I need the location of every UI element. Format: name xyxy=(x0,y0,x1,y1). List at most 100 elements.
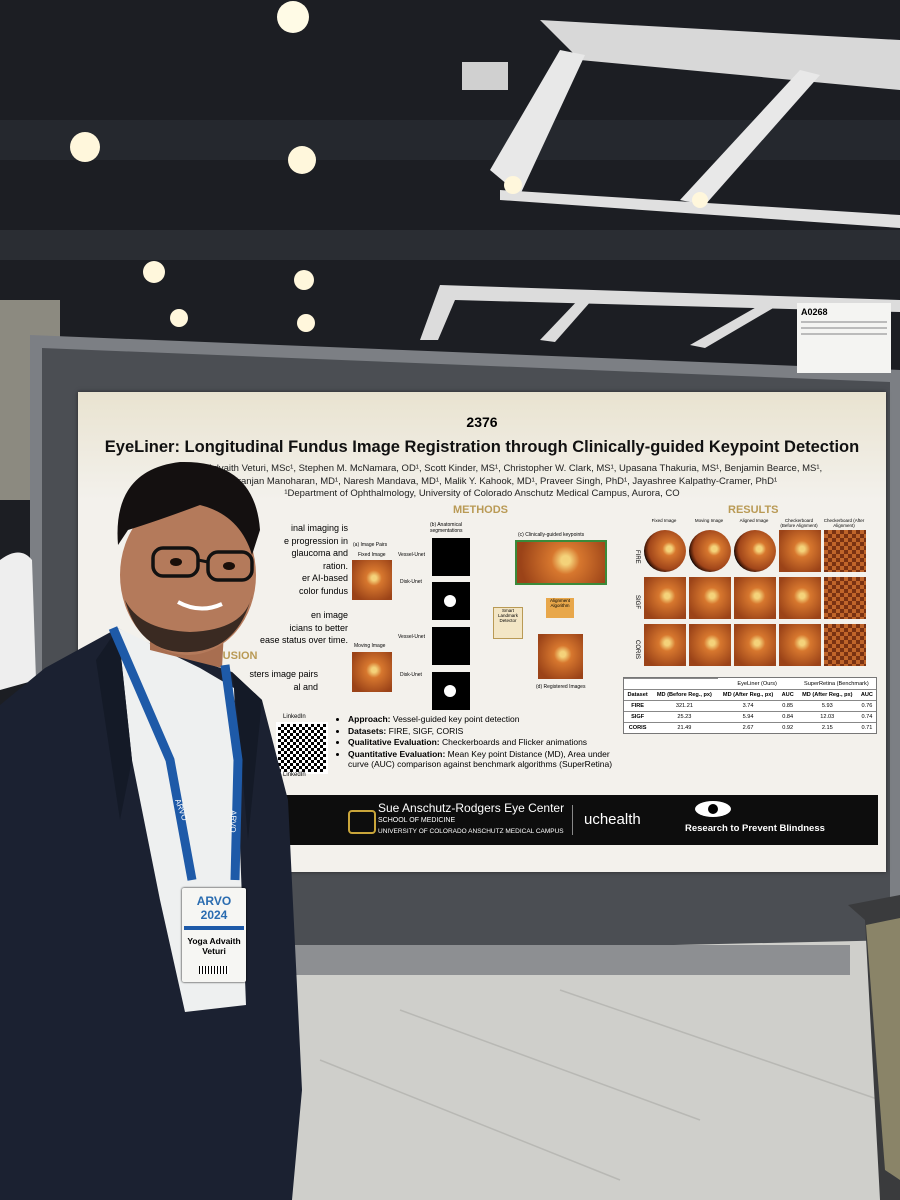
light-frame xyxy=(490,50,585,195)
intro-line: er AI-based xyxy=(301,573,348,583)
table-cell: 3.74 xyxy=(717,699,779,711)
table-cell: SIGF xyxy=(624,710,652,722)
intro-line: ease status over time. xyxy=(259,635,348,645)
keypoint-image xyxy=(515,540,607,585)
fundus-image xyxy=(824,624,866,666)
bullet-label: Approach: xyxy=(348,714,391,724)
badge-stripe xyxy=(184,926,244,930)
diagram-label: Vessel-Unet xyxy=(398,552,425,558)
light xyxy=(277,1,309,33)
bullet-label: Qualitative Evaluation: xyxy=(348,737,440,747)
glasses xyxy=(151,546,200,578)
bullet: Datasets: FIRE, SIGF, CORIS xyxy=(348,726,624,737)
diagram-label: Disk-Unet xyxy=(400,672,422,678)
intro-line: en image xyxy=(310,610,348,620)
intro-line: e progression in xyxy=(283,535,348,546)
diagram-label: Disk-Unet xyxy=(400,579,422,585)
table-cell xyxy=(624,678,718,689)
light xyxy=(294,270,314,290)
fundus-image xyxy=(779,577,821,619)
column-label: Fixed Image xyxy=(651,518,677,523)
table-cell: 0.84 xyxy=(778,710,797,722)
methods-heading: METHODS xyxy=(453,504,508,516)
bullet: Qualitative Evaluation: Checkerboards an… xyxy=(348,737,624,748)
light xyxy=(288,146,316,174)
table-cell: 25.23 xyxy=(651,710,718,722)
beam xyxy=(0,230,900,260)
fundus-image xyxy=(824,530,866,572)
table-group-row: EyeLiner (Ours) SuperRetina (Benchmark) xyxy=(624,678,876,689)
fundus-image xyxy=(689,577,731,619)
conclusion-line: al and xyxy=(293,681,318,692)
poster-number: 2376 xyxy=(466,414,498,430)
hair xyxy=(117,461,260,555)
table-header: MD (After Reg., px) xyxy=(717,688,779,700)
fundus-image xyxy=(734,624,776,666)
fundus-image xyxy=(734,530,776,572)
intro-text: inal imaging is e progression in glaucoma … xyxy=(258,522,348,647)
barcode xyxy=(199,966,229,974)
glasses xyxy=(206,550,254,582)
qr-code xyxy=(276,722,328,774)
table-header: MD (Before Reg., px) xyxy=(651,688,718,700)
bullet-label: Datasets: xyxy=(348,725,387,736)
sign-lines xyxy=(801,327,887,329)
table-header: Dataset xyxy=(624,688,652,700)
intro-line: ration. xyxy=(322,560,348,571)
table-header: MD (After Reg., px) xyxy=(796,688,858,700)
bystander xyxy=(0,552,36,690)
fundus-image xyxy=(644,530,686,572)
divider xyxy=(572,805,573,835)
table-group-header: EyeLiner (Ours) xyxy=(737,680,777,687)
sign-lines xyxy=(801,333,887,335)
lanyard-text: ARVO xyxy=(228,810,238,833)
fundus-image xyxy=(644,624,686,666)
badge-name: Yoga Advaith Veturi xyxy=(187,936,241,956)
light-frame xyxy=(500,190,900,228)
light xyxy=(70,132,100,162)
fundus-image xyxy=(779,624,821,666)
table-cell: 5.93 xyxy=(796,699,858,711)
board-base xyxy=(270,945,850,975)
diagram-label: (d) Registered Images xyxy=(536,684,586,690)
bullet: Approach: Vessel-guided key point detect… xyxy=(348,714,624,725)
lanyard xyxy=(108,626,197,881)
eye xyxy=(223,562,235,570)
fundus-image xyxy=(779,530,821,572)
column-label: Checkerboard (After Alignment) xyxy=(823,518,865,528)
poster-title: EyeLiner: Longitudinal Fundus Image Regi… xyxy=(104,438,860,456)
booth-sign: A0268 xyxy=(797,303,891,373)
eye xyxy=(170,558,182,566)
registered-image xyxy=(538,634,583,679)
light-frame xyxy=(690,305,775,348)
chair-seat xyxy=(866,918,900,1180)
light xyxy=(504,176,522,194)
lanyard xyxy=(220,664,243,881)
table-cell: 21.49 xyxy=(651,721,718,733)
conclusion-text: sters image pairs al and xyxy=(228,668,318,693)
intro-line: glaucoma and xyxy=(291,548,348,558)
name-badge: ARVO 2024 Yoga Advaith Veturi xyxy=(182,888,246,982)
diagram-label: (a) Image Pairs xyxy=(353,542,388,548)
floor-scratches xyxy=(319,989,881,1181)
intro-line: icians to better xyxy=(289,622,348,633)
disk-map xyxy=(432,672,470,710)
bullet-text: Mean Key point Distance (MD), Area under… xyxy=(348,748,613,770)
footer-center: Sue Anschutz-Rodgers Eye Center xyxy=(378,801,565,815)
light-frame xyxy=(540,298,592,342)
poster-footer: Sue Anschutz-Rodgers Eye Center SCHOOL O… xyxy=(260,795,878,845)
link-label: LinkedIn xyxy=(283,714,306,720)
column-label: Moving Image xyxy=(694,518,724,523)
footer-partner: uchealth xyxy=(584,811,641,828)
detector-box: Smart Landmark Detector xyxy=(493,607,523,639)
smile xyxy=(177,600,223,611)
link-label: LinkedIn xyxy=(283,772,306,778)
fixed-image xyxy=(352,560,392,600)
table-cell: 0.71 xyxy=(857,721,876,733)
bullet: Quantitative Evaluation: Mean Key point … xyxy=(348,749,624,770)
diagram-label: Fixed Image xyxy=(358,552,386,558)
table: EyeLiner (Ours) SuperRetina (Benchmark) Da… xyxy=(624,678,876,733)
